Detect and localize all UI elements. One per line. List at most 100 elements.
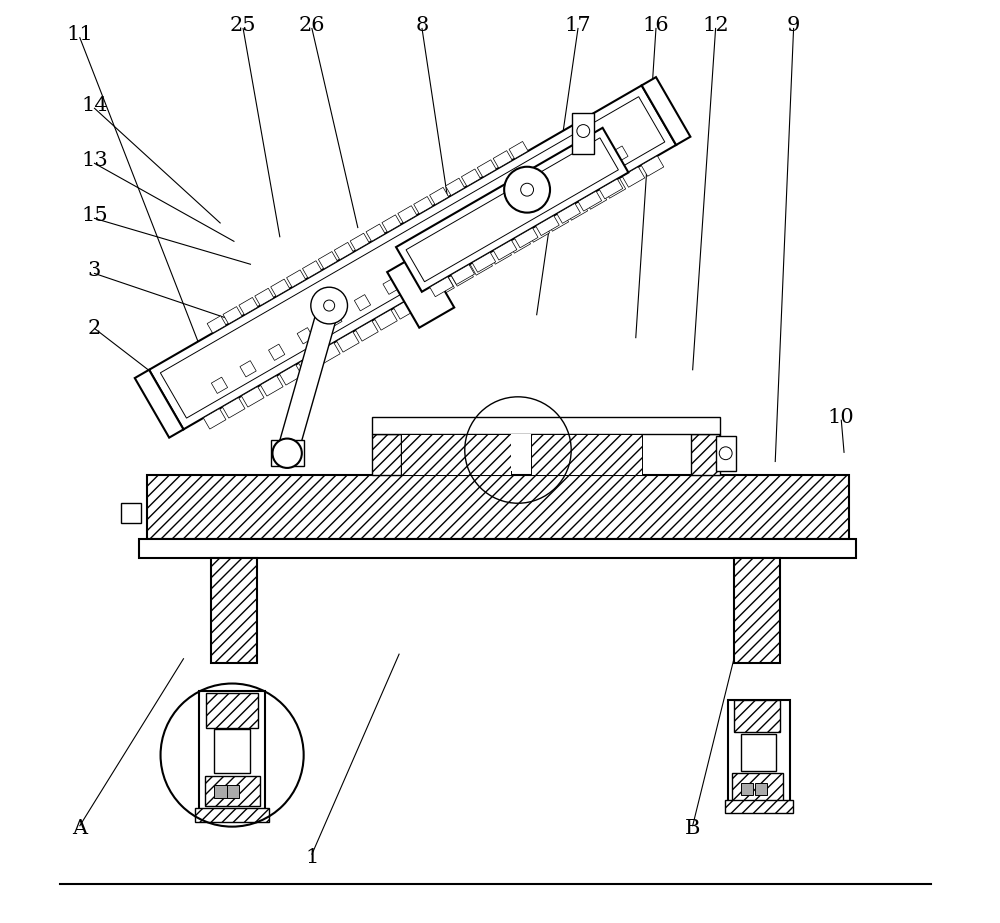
Polygon shape [287,270,306,287]
Bar [139,539,856,557]
Polygon shape [255,288,274,306]
Polygon shape [445,178,465,196]
Polygon shape [240,361,256,377]
Polygon shape [497,212,514,228]
Polygon shape [387,252,454,328]
Text: 9: 9 [787,17,800,35]
Circle shape [521,184,534,196]
Text: 15: 15 [81,206,108,225]
Polygon shape [260,376,283,396]
Bar [372,417,720,434]
Polygon shape [440,245,456,261]
Polygon shape [412,261,428,278]
Text: 13: 13 [81,151,108,170]
Polygon shape [526,196,542,211]
Polygon shape [527,222,550,242]
Bar [195,809,269,822]
Polygon shape [269,344,285,360]
Polygon shape [334,243,353,259]
Polygon shape [406,138,618,282]
Polygon shape [350,234,369,250]
Polygon shape [297,328,313,344]
Polygon shape [641,156,664,176]
Polygon shape [461,169,480,186]
Polygon shape [477,160,496,177]
Polygon shape [160,97,665,418]
Bar [214,729,250,773]
Polygon shape [414,197,433,214]
Bar [734,700,780,732]
Bar [728,700,790,810]
Polygon shape [469,229,485,245]
Polygon shape [508,233,531,253]
Polygon shape [470,255,492,275]
Bar [271,440,304,466]
Polygon shape [394,299,416,319]
Polygon shape [612,146,628,162]
Polygon shape [515,228,538,247]
Polygon shape [354,294,371,311]
Bar [214,785,227,798]
Polygon shape [509,141,528,159]
Polygon shape [207,316,226,333]
Polygon shape [451,266,473,286]
Polygon shape [326,311,342,328]
Bar [755,783,767,795]
Polygon shape [279,365,302,385]
Polygon shape [375,310,397,330]
Text: 26: 26 [299,17,325,35]
Bar [741,783,753,795]
Polygon shape [555,179,571,196]
Polygon shape [546,210,569,232]
Polygon shape [451,265,474,284]
Circle shape [504,167,550,212]
Polygon shape [318,342,340,363]
Bar [147,475,849,539]
Polygon shape [276,306,340,453]
Text: B: B [685,819,700,838]
Polygon shape [398,206,417,223]
Polygon shape [149,86,676,429]
Polygon shape [366,224,385,241]
Text: 17: 17 [565,17,591,35]
Polygon shape [584,189,607,210]
Text: 11: 11 [66,26,93,44]
Polygon shape [413,288,435,308]
Polygon shape [430,277,453,296]
Text: A: A [72,819,87,838]
Polygon shape [493,240,517,260]
Polygon shape [396,127,628,292]
Polygon shape [603,178,626,198]
Polygon shape [382,215,401,233]
Bar [227,785,239,798]
Bar [531,434,642,475]
Text: 2: 2 [88,319,101,338]
Bar [732,773,783,801]
Circle shape [324,300,335,311]
Polygon shape [302,260,321,278]
Bar [572,113,594,154]
Bar [741,734,776,771]
Bar [734,557,780,664]
Polygon shape [383,278,399,294]
Polygon shape [536,216,559,235]
Text: 10: 10 [828,408,855,427]
Bar [716,436,736,471]
Polygon shape [430,187,449,205]
Polygon shape [557,203,580,223]
Polygon shape [432,277,454,297]
Bar [691,434,720,475]
Polygon shape [489,244,511,264]
Bar [205,776,260,806]
Polygon shape [241,387,264,407]
Text: 8: 8 [415,17,429,35]
Bar [401,434,511,475]
Polygon shape [565,199,588,221]
Polygon shape [472,252,496,272]
Text: 12: 12 [702,17,729,35]
Text: 3: 3 [88,261,101,281]
Text: 16: 16 [643,17,669,35]
Circle shape [272,438,302,468]
Polygon shape [299,354,321,374]
Polygon shape [578,191,602,211]
